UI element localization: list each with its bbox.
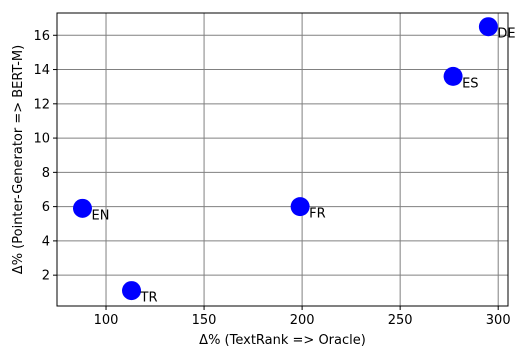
y-tick-label: 4 [42,234,50,249]
point-label-fr: FR [309,207,326,222]
y-tick-label: 10 [33,132,50,147]
point-label-tr: TR [140,291,158,306]
data-point-es [443,66,463,86]
data-point-fr [290,197,310,217]
data-point-de [478,17,498,37]
y-axis-label: Δ% (Pointer-Generator => BERT-M) [11,45,26,274]
point-label-es: ES [462,76,478,91]
data-point-tr [122,281,142,301]
data-point-en [72,198,92,218]
y-tick-label: 16 [33,29,50,44]
point-label-de: DE [497,27,515,42]
y-tick-label: 12 [33,97,50,112]
y-tick-label: 8 [42,166,50,181]
plot-frame [56,12,509,307]
y-tick-label: 2 [42,269,50,284]
y-tick-label: 14 [33,63,50,78]
point-label-en: EN [91,208,109,223]
x-tick-label: 300 [486,313,511,328]
x-tick-label: 100 [94,313,119,328]
data-points: EN TR FR ES DE [72,17,515,306]
y-tick-label: 6 [42,200,50,215]
x-axis-label: Δ% (TextRank => Oracle) [199,333,366,347]
x-tick-label: 200 [290,313,315,328]
x-tick-label: 150 [192,313,217,328]
x-tick-label: 250 [388,313,413,328]
grid [57,13,508,306]
ticks: 100 150 200 250 300 2 4 6 8 10 12 14 16 [33,29,510,328]
